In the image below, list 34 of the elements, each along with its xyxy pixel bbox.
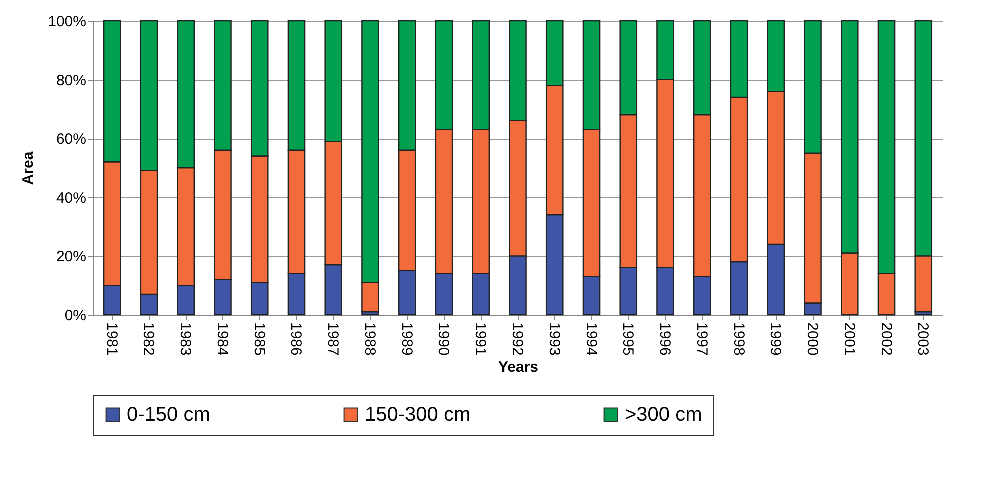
x-tick-label: 1995 [620, 322, 637, 356]
x-tick-label: 1982 [140, 322, 158, 356]
y-tick-label: 80% [56, 72, 86, 90]
x-tick-label: 1993 [546, 322, 563, 356]
x-tick-label: 1997 [693, 322, 710, 356]
x-tick-label: 1989 [398, 322, 416, 356]
y-axis-title: Area [20, 151, 38, 186]
x-tick-label: 1983 [177, 322, 194, 356]
x-tick-label: 1984 [214, 322, 231, 356]
x-tick-label: 1987 [324, 322, 342, 356]
x-tick-label: 2003 [914, 322, 932, 356]
x-tick-label: 1988 [361, 322, 378, 356]
x-tick-label: 1994 [582, 322, 600, 356]
x-tick-label: 1998 [730, 322, 748, 356]
y-tick-label: 100% [48, 14, 86, 30]
y-tick-label: 0% [64, 308, 86, 324]
y-tick-label: 60% [56, 131, 86, 148]
x-tick-label: 1990 [435, 322, 452, 356]
x-tick-label: 1991 [472, 322, 490, 356]
legend-label: 0-150 cm [127, 404, 210, 426]
x-tick-label: 1986 [288, 322, 305, 356]
x-tick-label: 2001 [840, 322, 858, 356]
x-tick-label: 1999 [767, 322, 784, 356]
x-tick-label: 1981 [103, 322, 120, 356]
y-tick-label: 40% [56, 190, 86, 207]
x-tick-label: 1996 [656, 322, 674, 356]
legend-label: 150-300 cm [365, 404, 471, 426]
x-tick-label: 2000 [804, 322, 822, 356]
legend-label: >300 cm [625, 404, 702, 426]
x-axis-title: Years [498, 358, 539, 376]
y-tick-label: 20% [56, 248, 86, 266]
x-tick-label: 2002 [878, 322, 895, 356]
x-tick-label: 1985 [250, 322, 268, 356]
x-tick-label: 1992 [509, 322, 526, 356]
